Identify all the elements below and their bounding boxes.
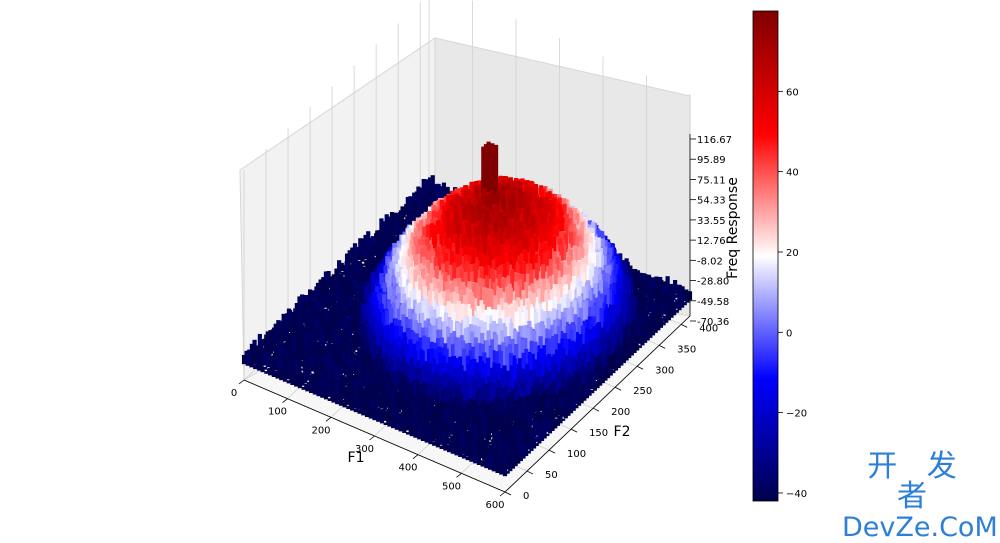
chart-stage: 0100200300400500600 05010015020025030035… [0,0,1000,518]
